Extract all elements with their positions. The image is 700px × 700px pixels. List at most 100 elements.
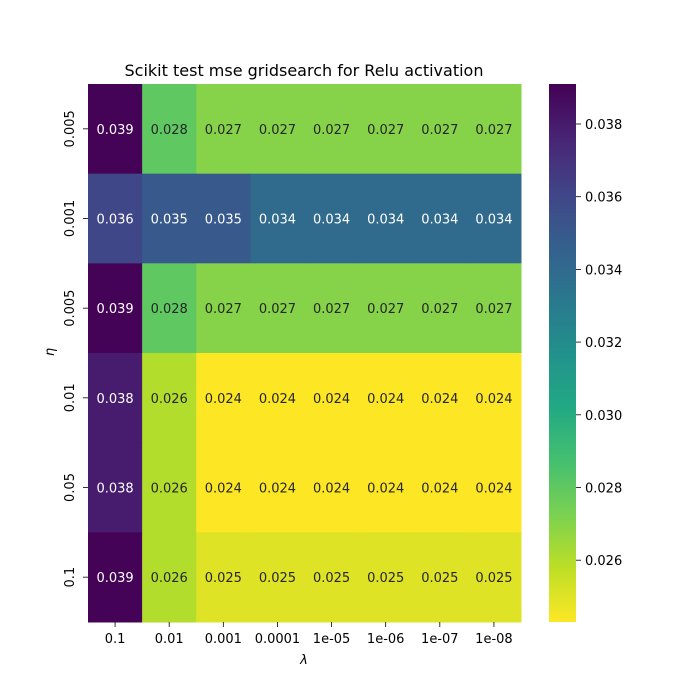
cell-value-label: 0.034 (367, 213, 404, 228)
colorbar-gradient (549, 84, 576, 622)
heatmap-cell (142, 173, 197, 264)
heatmap-cell (196, 532, 251, 623)
heatmap-cell (304, 353, 360, 444)
heatmap-cell (412, 263, 468, 354)
cell-value-label: 0.027 (313, 302, 350, 317)
cell-value-label: 0.027 (205, 302, 242, 317)
cell-value-label: 0.038 (96, 392, 133, 407)
heatmap-cell (412, 442, 468, 533)
heatmap-cell (466, 173, 522, 264)
heatmap-cell (196, 442, 251, 533)
heatmap-cell (142, 84, 197, 175)
cell-value-label: 0.027 (421, 302, 458, 317)
heatmap-cell (358, 353, 414, 444)
heatmap-cell (358, 173, 414, 264)
cell-value-label: 0.025 (475, 571, 512, 586)
x-tick-label: 1e-05 (313, 632, 351, 647)
colorbar-tick-label: 0.036 (585, 191, 622, 206)
y-tick-label: 0.1 (63, 567, 78, 588)
heatmap-cell (466, 532, 522, 623)
cell-value-label: 0.024 (205, 392, 242, 407)
heatmap-cell (466, 442, 522, 533)
x-tick-label: 0.1 (105, 632, 126, 647)
colorbar-tick-label: 0.038 (585, 118, 622, 133)
heatmap-cell (304, 173, 360, 264)
heatmap-cells: 0.039 0.028 0.027 0.027 0.027 0.027 0.027 0.027… (88, 84, 522, 623)
heatmap-cell (358, 442, 414, 533)
cell-value-label: 0.027 (313, 123, 350, 138)
heatmap-cell (304, 263, 360, 354)
heatmap-cell (250, 442, 305, 533)
x-axis-label: λ (299, 653, 308, 668)
heatmap-cell (412, 173, 468, 264)
heatmap-cell (142, 353, 197, 444)
y-tick-label: 0.005 (63, 110, 78, 147)
cell-value-label: 0.024 (313, 482, 350, 497)
cell-value-label: 0.027 (205, 123, 242, 138)
x-axis-ticks: 0.1 0.01 0.001 0.0001 1e-05 1e-06 1e-07 1e-08 (105, 622, 513, 647)
cell-value-label: 0.034 (475, 213, 512, 228)
cell-value-label: 0.026 (151, 571, 188, 586)
cell-value-label: 0.027 (367, 123, 404, 138)
cell-value-label: 0.024 (313, 392, 350, 407)
colorbar-tick-label: 0.030 (585, 409, 622, 424)
cell-value-label: 0.024 (367, 392, 404, 407)
cell-value-label: 0.024 (259, 392, 296, 407)
cell-value-label: 0.039 (96, 302, 133, 317)
cell-value-label: 0.027 (259, 302, 296, 317)
cell-value-label: 0.038 (96, 482, 133, 497)
heatmap-cell (250, 173, 305, 264)
colorbar-tick-label: 0.028 (585, 482, 622, 497)
x-tick-label: 0.001 (205, 632, 242, 647)
colorbar-tick-label: 0.026 (585, 554, 622, 569)
colorbar-tick-label: 0.034 (585, 263, 622, 278)
heatmap-cell (250, 353, 305, 444)
heatmap-cell (142, 532, 197, 623)
cell-value-label: 0.024 (367, 482, 404, 497)
cell-value-label: 0.035 (205, 213, 242, 228)
cell-value-label: 0.024 (475, 392, 512, 407)
heatmap-cell (358, 532, 414, 623)
heatmap-cell (412, 84, 468, 175)
colorbar: 0.026 0.028 0.030 0.032 0.034 0.036 0.038 (549, 84, 622, 622)
cell-value-label: 0.025 (313, 571, 350, 586)
cell-value-label: 0.034 (259, 213, 296, 228)
cell-value-label: 0.025 (259, 571, 296, 586)
cell-value-label: 0.027 (421, 123, 458, 138)
cell-value-label: 0.025 (421, 571, 458, 586)
cell-value-label: 0.034 (313, 213, 350, 228)
heatmap-cell (88, 173, 143, 264)
x-tick-label: 1e-08 (475, 632, 513, 647)
x-tick-label: 0.01 (155, 632, 184, 647)
x-tick-label: 0.0001 (255, 632, 301, 647)
cell-value-label: 0.039 (96, 123, 133, 138)
y-axis-label: η (43, 348, 58, 356)
y-axis-ticks: 0.005 0.001 0.005 0.01 0.05 0.1 (63, 110, 88, 588)
heatmap-cell (88, 532, 143, 623)
heatmap-cell (88, 353, 143, 444)
cell-value-label: 0.024 (205, 482, 242, 497)
x-tick-label: 1e-07 (421, 632, 459, 647)
cell-value-label: 0.024 (421, 482, 458, 497)
cell-value-label: 0.028 (151, 123, 188, 138)
y-tick-label: 0.01 (63, 383, 78, 412)
heatmap-cell (88, 442, 143, 533)
cell-value-label: 0.028 (151, 302, 188, 317)
heatmap-cell (466, 84, 522, 175)
cell-value-label: 0.035 (151, 213, 188, 228)
cell-value-label: 0.025 (367, 571, 404, 586)
heatmap-cell (196, 263, 251, 354)
heatmap-cell (358, 84, 414, 175)
cell-value-label: 0.027 (367, 302, 404, 317)
x-tick-label: 1e-06 (367, 632, 405, 647)
cell-value-label: 0.036 (96, 213, 133, 228)
cell-value-label: 0.026 (151, 392, 188, 407)
heatmap-cell (412, 353, 468, 444)
cell-value-label: 0.024 (421, 392, 458, 407)
y-tick-label: 0.001 (63, 200, 78, 237)
heatmap-cell (466, 353, 522, 444)
cell-value-label: 0.027 (475, 123, 512, 138)
cell-value-label: 0.027 (259, 123, 296, 138)
heatmap-cell (304, 84, 360, 175)
y-tick-label: 0.05 (63, 473, 78, 502)
